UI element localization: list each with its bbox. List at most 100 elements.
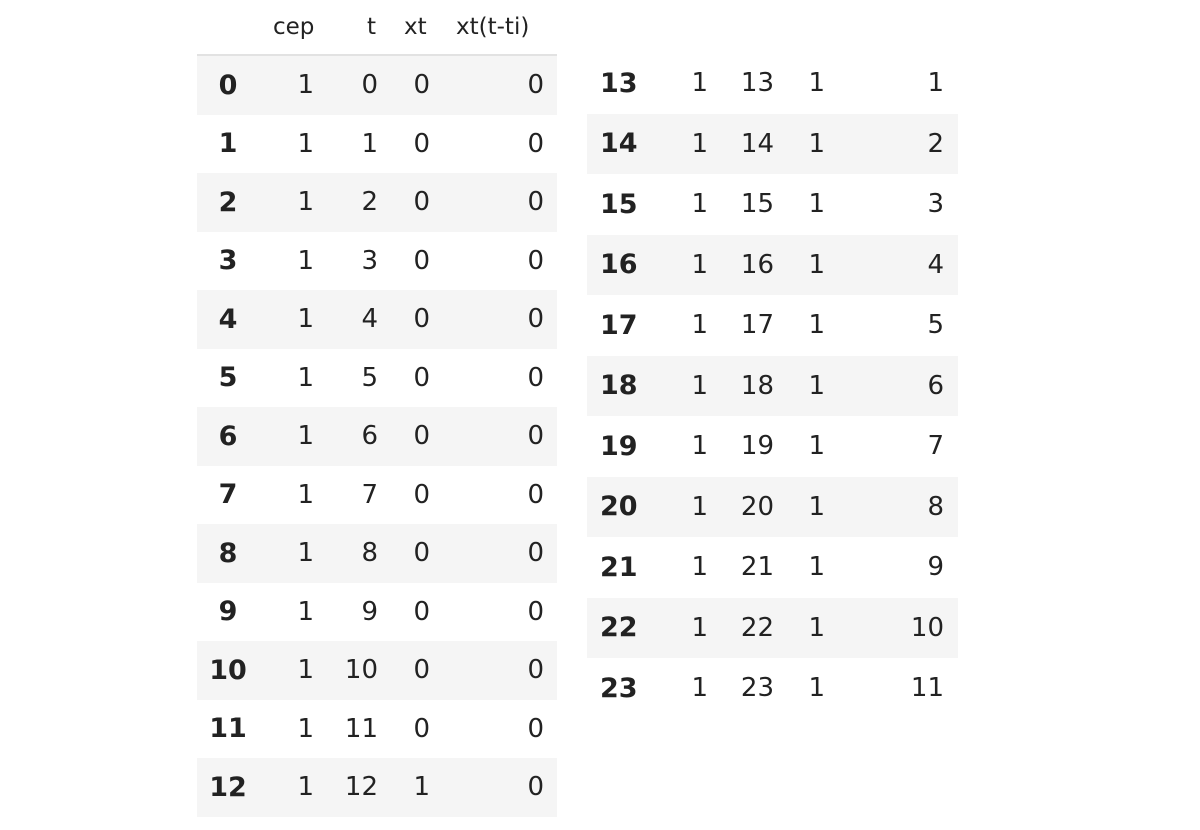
cell-xt-t-ti: 0 <box>527 245 544 276</box>
cell-xt-t-ti: 0 <box>527 128 544 159</box>
table-row: 19 1 19 1 7 <box>587 416 958 477</box>
table-row: 11 1 11 0 0 <box>197 700 557 759</box>
row-index: 22 <box>600 612 638 644</box>
cell-cep: 1 <box>691 673 708 704</box>
row-index: 0 <box>218 69 238 101</box>
cell-cep: 1 <box>297 538 314 569</box>
cell-t: 19 <box>740 431 774 462</box>
cell-xt: 0 <box>413 479 430 510</box>
row-index: 5 <box>218 362 238 394</box>
column-header-xt-t-ti: xt(t-ti) <box>456 14 530 40</box>
cell-xt: 1 <box>808 431 825 462</box>
cell-cep: 1 <box>691 310 708 341</box>
row-index: 21 <box>600 551 638 583</box>
cell-xt-t-ti: 0 <box>527 70 544 101</box>
row-index: 9 <box>218 596 238 628</box>
row-index: 20 <box>600 491 638 523</box>
row-index: 2 <box>218 186 238 218</box>
row-index: 18 <box>600 370 638 402</box>
row-index: 7 <box>218 479 238 511</box>
cell-cep: 1 <box>297 70 314 101</box>
cell-cep: 1 <box>691 189 708 220</box>
row-index: 11 <box>209 713 247 745</box>
cell-xt-t-ti: 0 <box>527 772 544 803</box>
cell-xt: 1 <box>808 189 825 220</box>
table-row: 10 1 10 0 0 <box>197 641 557 700</box>
cell-t: 9 <box>361 596 378 627</box>
column-header-xt: xt <box>404 14 427 40</box>
cell-cep: 1 <box>297 421 314 452</box>
row-index: 1 <box>218 128 238 160</box>
cell-xt-t-ti: 0 <box>527 479 544 510</box>
table-row: 6 1 6 0 0 <box>197 407 557 466</box>
cell-cep: 1 <box>691 249 708 280</box>
table-row: 15 1 15 1 3 <box>587 174 958 235</box>
cell-xt: 1 <box>808 249 825 280</box>
row-index: 8 <box>218 537 238 569</box>
row-index: 10 <box>209 654 247 686</box>
row-index: 3 <box>218 245 238 277</box>
cell-cep: 1 <box>691 491 708 522</box>
table-row: 20 1 20 1 8 <box>587 476 958 537</box>
cell-xt-t-ti: 0 <box>527 187 544 218</box>
cell-xt: 1 <box>808 310 825 341</box>
cell-t: 8 <box>361 538 378 569</box>
cell-t: 6 <box>361 421 378 452</box>
row-index: 12 <box>209 771 247 803</box>
table-row: 17 1 17 1 5 <box>587 295 958 356</box>
cell-xt-t-ti: 2 <box>927 128 944 159</box>
cell-xt: 0 <box>413 70 430 101</box>
cell-t: 22 <box>740 612 774 643</box>
cell-xt-t-ti: 0 <box>527 304 544 335</box>
cell-cep: 1 <box>297 655 314 686</box>
table-row: 23 1 23 1 11 <box>587 658 958 719</box>
cell-cep: 1 <box>691 431 708 462</box>
cell-cep: 1 <box>297 245 314 276</box>
table-row: 21 1 21 1 9 <box>587 537 958 598</box>
cell-t: 5 <box>361 362 378 393</box>
cell-t: 0 <box>361 70 378 101</box>
cell-xt-t-ti: 4 <box>927 249 944 280</box>
table-row: 8 1 8 0 0 <box>197 524 557 583</box>
cell-xt: 1 <box>808 491 825 522</box>
cell-t: 4 <box>361 304 378 335</box>
cell-cep: 1 <box>691 612 708 643</box>
cell-xt: 0 <box>413 128 430 159</box>
column-header-t: t <box>367 14 377 40</box>
table-row: 4 1 4 0 0 <box>197 290 557 349</box>
table-row: 18 1 18 1 6 <box>587 355 958 416</box>
cell-xt-t-ti: 9 <box>927 552 944 583</box>
cell-t: 3 <box>361 245 378 276</box>
cell-xt: 0 <box>413 362 430 393</box>
cell-t: 20 <box>740 491 774 522</box>
table-row: 14 1 14 1 2 <box>587 113 958 174</box>
cell-xt: 1 <box>808 128 825 159</box>
cell-xt: 0 <box>413 655 430 686</box>
cell-cep: 1 <box>691 68 708 99</box>
table-row: 2 1 2 0 0 <box>197 173 557 232</box>
cell-cep: 1 <box>691 370 708 401</box>
cell-xt: 0 <box>413 421 430 452</box>
table-row: 1 1 1 0 0 <box>197 115 557 174</box>
table-row: 5 1 5 0 0 <box>197 349 557 408</box>
cell-xt: 1 <box>413 772 430 803</box>
cell-xt-t-ti: 0 <box>527 713 544 744</box>
cell-t: 10 <box>344 655 378 686</box>
table-header: cep t xt xt(t-ti) <box>197 0 557 56</box>
cell-t: 17 <box>740 310 774 341</box>
cell-xt-t-ti: 10 <box>910 612 944 643</box>
table-row: 12 1 12 1 0 <box>197 758 557 817</box>
cell-xt-t-ti: 0 <box>527 421 544 452</box>
cell-t: 15 <box>740 189 774 220</box>
row-index: 19 <box>600 430 638 462</box>
cell-t: 18 <box>740 370 774 401</box>
cell-xt-t-ti: 1 <box>927 68 944 99</box>
cell-xt: 0 <box>413 713 430 744</box>
row-index: 6 <box>218 420 238 452</box>
cell-xt-t-ti: 0 <box>527 538 544 569</box>
cell-xt-t-ti: 0 <box>527 596 544 627</box>
cell-xt: 0 <box>413 304 430 335</box>
table-row: 16 1 16 1 4 <box>587 234 958 295</box>
cell-xt-t-ti: 6 <box>927 370 944 401</box>
table-row: 3 1 3 0 0 <box>197 232 557 291</box>
